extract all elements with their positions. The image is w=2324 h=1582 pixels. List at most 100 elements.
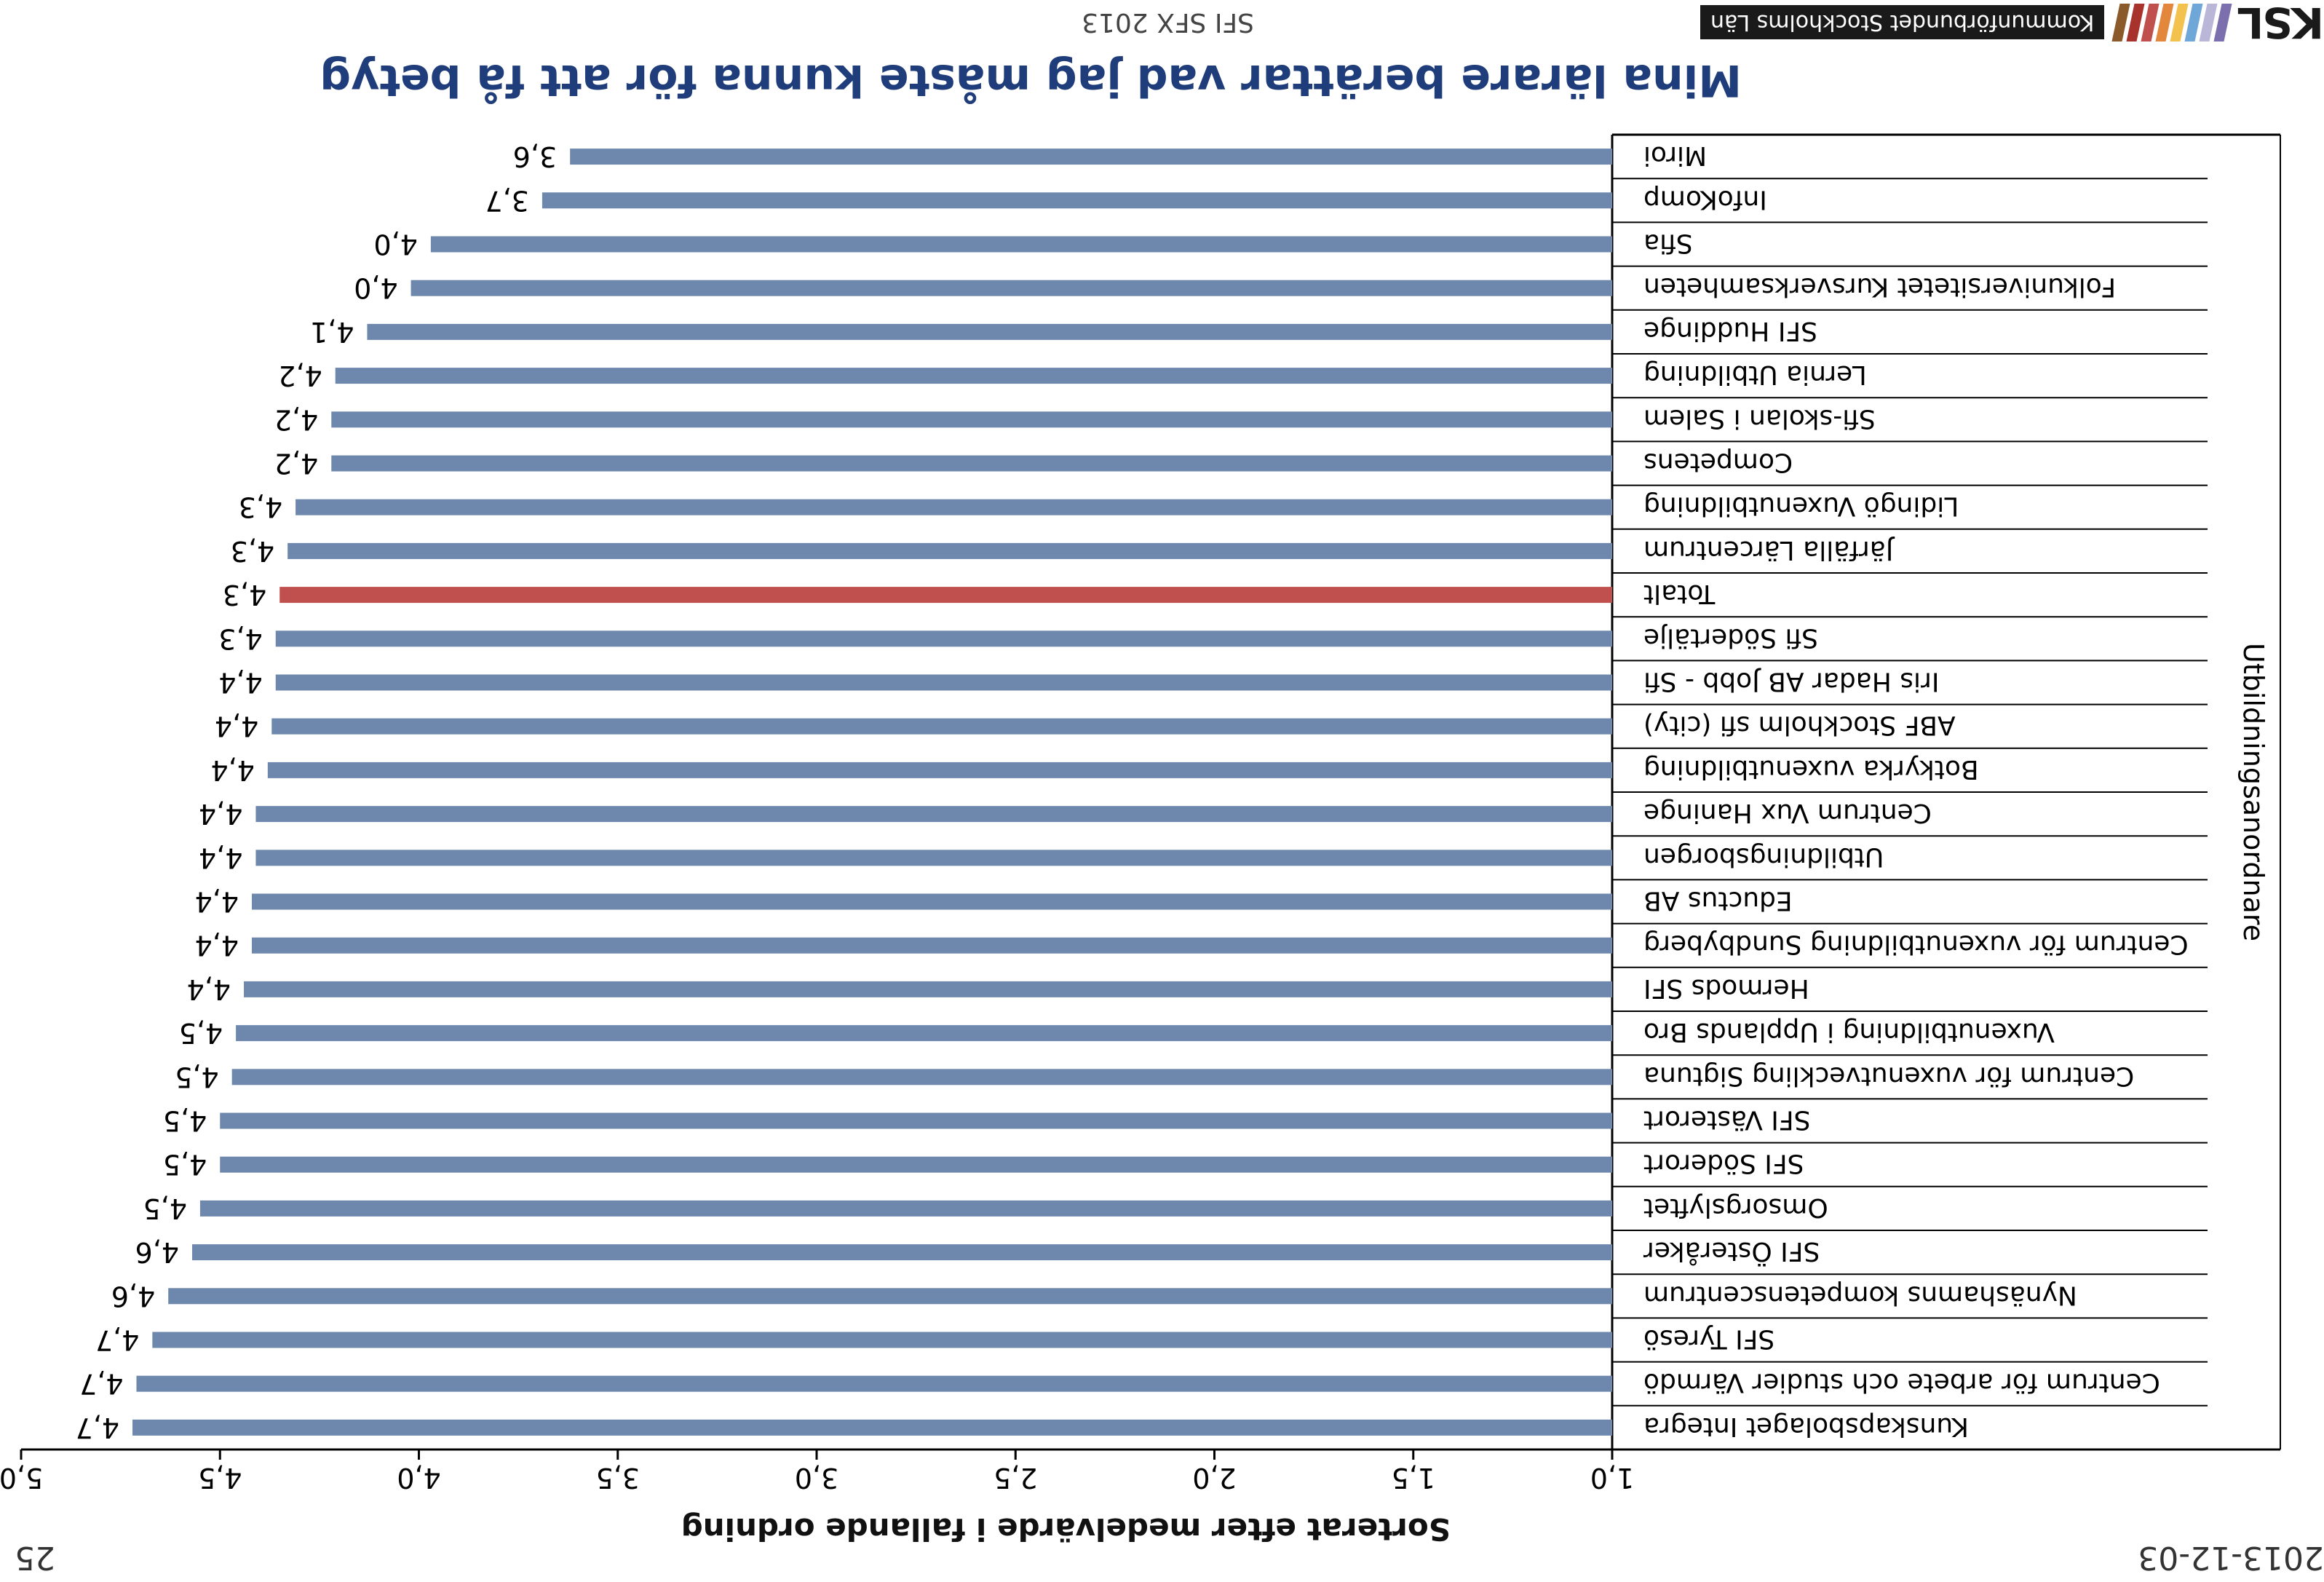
data-label: 4,0	[354, 272, 397, 304]
category-label: Centrum för vuxenutbildning Sundbyberg	[1643, 930, 2189, 960]
category-label: Lernia Utbildning	[1643, 360, 1867, 389]
bar	[255, 850, 1612, 866]
data-label: 4,4	[195, 886, 239, 918]
bar	[136, 1375, 1612, 1392]
bar	[271, 718, 1612, 735]
chart-title: Mina lärare berättar vad jag måste kunna…	[320, 55, 1742, 106]
category-label: Folkuniversitetet Kursverksamheten	[1643, 272, 2116, 302]
bar	[168, 1288, 1612, 1305]
category-label: Lidingö Vuxenutbildning	[1643, 491, 1959, 521]
category-label: Totalt	[1643, 579, 1716, 609]
data-label: 4,2	[274, 448, 318, 480]
bar	[287, 542, 1612, 559]
data-label: 4,3	[239, 491, 282, 523]
category-label: Utbildningsborgen	[1643, 842, 1884, 871]
logo-stripe	[2213, 4, 2232, 41]
bar	[244, 981, 1612, 997]
category-label: Botkyrka vuxenutbildning	[1643, 754, 1979, 784]
category-label: SFI Västerort	[1643, 1105, 1810, 1135]
category-label: InfoKomp	[1643, 184, 1767, 214]
bar	[255, 806, 1612, 823]
category-label: Järfälla Lärcentrum	[1643, 535, 1895, 565]
data-label: 4,4	[215, 711, 258, 743]
data-label: 4,5	[179, 1017, 223, 1049]
data-label: 4,6	[135, 1236, 179, 1268]
data-label: 4,7	[95, 1324, 139, 1356]
category-label: ABF Stockholm sfi (city)	[1643, 711, 1956, 740]
data-label: 4,3	[223, 579, 266, 611]
bar	[236, 1025, 1612, 1042]
bar	[296, 499, 1612, 515]
bar	[411, 280, 1612, 296]
bar	[220, 1112, 1612, 1129]
logo-org-name: Kommunförbundet Stockholms Län	[1700, 5, 2105, 40]
x-tick-label: 3,0	[795, 1462, 838, 1494]
x-tick-label: 3,5	[596, 1462, 640, 1494]
bar	[542, 192, 1612, 209]
bar	[267, 762, 1612, 778]
bar	[331, 411, 1612, 428]
category-label: SFI Österåker	[1643, 1236, 1820, 1267]
category-label: SFI Huddinge	[1643, 316, 1817, 346]
data-label: 4,0	[373, 229, 417, 261]
bar	[275, 630, 1612, 647]
x-tick-label: 2,0	[1192, 1462, 1236, 1494]
data-label: 4,5	[163, 1105, 207, 1137]
category-label: Kunskapsbolaget Integra	[1643, 1412, 1969, 1441]
data-label: 4,5	[163, 1149, 207, 1181]
bar	[220, 1156, 1612, 1173]
bar	[191, 1244, 1612, 1261]
category-label: Hermods SFI	[1643, 973, 1809, 1003]
data-label: 4,6	[111, 1280, 155, 1312]
bar	[335, 368, 1612, 384]
data-label: 4,4	[218, 667, 262, 699]
bar	[279, 587, 1612, 604]
x-tick-label: 4,0	[397, 1462, 440, 1494]
data-label: 4,5	[143, 1193, 186, 1225]
category-label: Competens	[1643, 448, 1793, 478]
x-tick-label: 1,5	[1392, 1462, 1435, 1494]
category-label: SFI Söderort	[1643, 1149, 1804, 1179]
bar	[132, 1419, 1612, 1436]
data-label: 4,2	[274, 403, 318, 435]
ksl-logo: KSL Kommunförbundet Stockholms Län	[1700, 0, 2324, 47]
x-tick-label: 1,0	[1590, 1462, 1634, 1494]
category-label: Sfi Södertälje	[1643, 622, 1818, 652]
logo-text: KSL	[2238, 0, 2324, 47]
data-label: 3,7	[485, 184, 528, 216]
bar	[275, 674, 1612, 691]
category-label: Vuxenutbildning i Upplands Bro	[1643, 1017, 2055, 1047]
bar	[199, 1200, 1612, 1217]
bar	[570, 149, 1612, 165]
data-label: 4,4	[210, 754, 254, 786]
x-tick-label: 2,5	[994, 1462, 1037, 1494]
category-label: Iris Hadar AB Jobb - Sfi	[1643, 667, 1939, 697]
bar	[430, 236, 1612, 253]
data-label: 4,1	[310, 316, 354, 348]
category-label: Centrum Vux Haninge	[1643, 798, 1932, 828]
category-label: Omsorgslyftet	[1643, 1193, 1828, 1222]
category-label: Nynäshamns kompetenscentrum	[1643, 1280, 2077, 1310]
bar	[251, 937, 1612, 954]
data-label: 4,5	[175, 1061, 218, 1093]
data-label: 4,4	[199, 798, 242, 830]
bar	[251, 893, 1612, 910]
x-tick-label: 4,5	[198, 1462, 242, 1494]
data-label: 4,2	[278, 360, 322, 392]
category-label: SFI Tyresö	[1643, 1324, 1774, 1354]
data-label: 4,4	[199, 842, 242, 874]
category-label: Centrum för vuxenutveckling Sigtuna	[1643, 1061, 2134, 1091]
bar	[231, 1069, 1612, 1085]
data-label: 4,4	[195, 930, 239, 962]
x-tick-label: 5,0	[0, 1462, 43, 1494]
data-label: 4,4	[187, 973, 231, 1005]
category-label: Sfia	[1643, 229, 1693, 258]
bar	[331, 455, 1612, 472]
y-axis-title: Utbildningsanordnare	[2237, 643, 2269, 941]
bar	[152, 1332, 1612, 1348]
report-subtitle: SFI SFX 2013	[1082, 7, 1254, 37]
data-label: 4,7	[76, 1412, 119, 1444]
data-label: 4,3	[231, 535, 274, 567]
